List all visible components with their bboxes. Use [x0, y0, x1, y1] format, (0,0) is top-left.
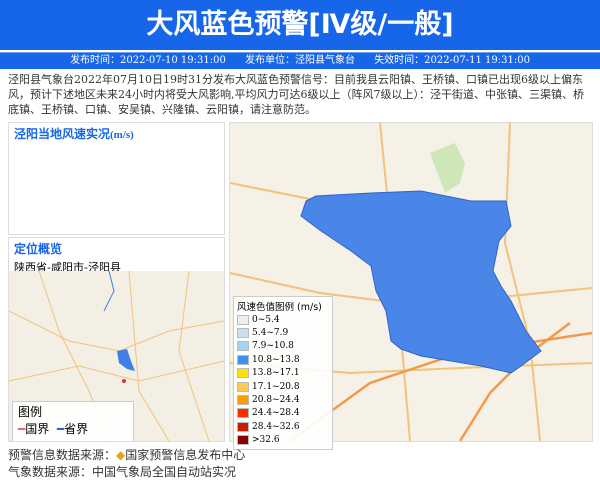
legend-item: 28.4~32.6 [237, 420, 329, 433]
legend-swatch [237, 354, 249, 365]
legend-label: 17.1~20.8 [252, 381, 300, 392]
legend-item: >32.6 [237, 434, 329, 447]
source-line: 预警信息数据来源：◆国家预警信息发布中心 [8, 446, 245, 463]
map-legend: 图例 ━国界 ━省界 [12, 401, 134, 441]
location-title: 定位概览 [14, 242, 63, 256]
legend-label: 10.8~13.8 [252, 354, 300, 365]
map-legend-title: 图例 [18, 405, 43, 419]
source-label: 预警信息数据来源： [8, 448, 117, 462]
county-warning-area [300, 190, 542, 374]
legend-label: 28.4~32.6 [252, 421, 300, 432]
location-path: 陕西省-咸阳市-泾阳县 [14, 261, 121, 274]
legend-item: 17.1~20.8 [237, 380, 329, 393]
legend-swatch [237, 421, 249, 432]
weather-source: 气象数据来源：中国气象局全国自动站实况 [8, 465, 237, 479]
page-title: 大风蓝色预警[Ⅳ级/一般] [0, 0, 600, 50]
legend-item: 5.4~7.9 [237, 326, 329, 339]
wind-unit: (m/s) [110, 129, 134, 141]
legend-label: 20.8~24.4 [252, 395, 300, 406]
legend-item: 7.9~10.8 [237, 340, 329, 353]
legend-swatch [237, 435, 249, 446]
wind-speed-legend: 风速色值图例 (m/s) 0~5.4 5.4~7.9 7.9~10.8 10.8~13… [233, 296, 333, 450]
legend-item: 20.8~24.4 [237, 393, 329, 406]
legend-swatch [237, 395, 249, 406]
issuer: 发布单位：泾阳县气象台 [245, 55, 355, 66]
warning-map[interactable] [229, 122, 593, 442]
wind-panel: 泾阳当地风速实况(m/s) [8, 122, 225, 235]
legend-label: 24.4~28.4 [252, 408, 300, 419]
legend-swatch [237, 381, 249, 392]
legend-label: 0~5.4 [252, 314, 280, 325]
legend-swatch [237, 408, 249, 419]
county-map[interactable] [230, 123, 592, 441]
expire-time: 失效时间：2022-07-11 19:31:00 [374, 55, 530, 66]
legend-item: 24.4~28.4 [237, 407, 329, 420]
legend-swatch [237, 368, 249, 379]
wind-legend-unit: (m/s) [297, 302, 322, 313]
legend-swatch [237, 328, 249, 339]
legend-item: 13.8~17.1 [237, 367, 329, 380]
issue-time: 发布时间：2022-07-10 19:31:00 [70, 55, 226, 66]
wind-panel-title: 泾阳当地风速实况(m/s) [14, 125, 219, 142]
legend-swatch [237, 314, 249, 325]
legend-item: 10.8~13.8 [237, 353, 329, 366]
legend-label: 5.4~7.9 [252, 328, 289, 339]
legend-label: 13.8~17.1 [252, 368, 300, 379]
meta-bar: 发布时间：2022-07-10 19:31:00 发布单位：泾阳县气象台 失效时… [0, 52, 600, 69]
county-highlight [117, 349, 135, 371]
warning-description: 泾阳县气象台2022年07月10日19时31分发布大风蓝色预警信号：目前我县云阳… [8, 73, 584, 116]
legend-item: 0~5.4 [237, 313, 329, 326]
source-name[interactable]: 国家预警信息发布中心 [125, 448, 246, 462]
location-panel: 定位概览 陕西省-咸阳市-泾阳县 图例 ━国界 ━省界 [8, 237, 225, 442]
legend-label: 7.9~10.8 [252, 341, 294, 352]
legend-national-border: 国界 [25, 422, 50, 436]
wind-legend-title: 风速色值图例 [237, 302, 295, 313]
wind-title-text: 泾阳当地风速实况 [14, 127, 111, 141]
legend-provincial-border: 省界 [64, 422, 89, 436]
diamond-logo-icon: ◆ [116, 448, 126, 462]
legend-label: >32.6 [252, 435, 280, 446]
legend-swatch [237, 341, 249, 352]
